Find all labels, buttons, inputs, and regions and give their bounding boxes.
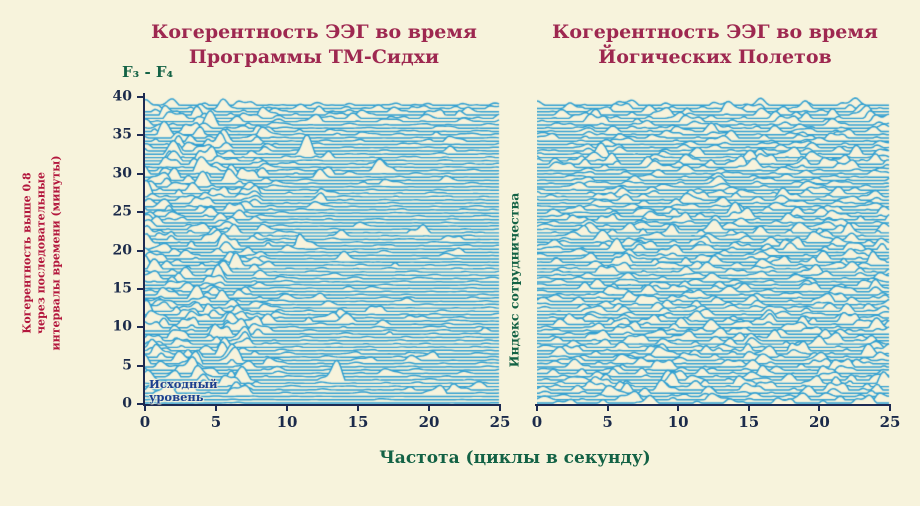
x-tick-mark [499, 404, 501, 411]
y-tick-mark [137, 364, 144, 367]
baseline-annotation-line1: Исходный [149, 376, 218, 391]
x-tick-label: 15 [347, 413, 369, 431]
x-tick-label: 0 [531, 413, 543, 431]
baseline-annotation-line2: уровень [149, 389, 204, 404]
left-panel-title-line2: Программы ТМ-Сидхи [188, 46, 440, 69]
left-plot-x-ticks: 0 5 10 15 20 25 [140, 404, 510, 434]
x-tick-mark [215, 404, 217, 411]
left-plot-area: 40 35 30 25 20 15 10 5 0 0 5 10 15 20 25 Исходный уро… [113, 89, 511, 431]
x-tick-mark [677, 404, 680, 411]
y-tick-mark [137, 403, 144, 405]
x-tick-mark [818, 404, 821, 411]
coherence-plot-right [537, 97, 890, 404]
x-tick-mark [428, 404, 430, 411]
left-panel-title: Когерентность ЭЭГ во время Программы ТМ-… [128, 20, 500, 70]
x-tick-label: 25 [489, 413, 511, 431]
x-tick-mark [889, 404, 891, 411]
right-panel-title: Когерентность ЭЭГ во время Йогических По… [525, 20, 905, 70]
x-axis-label: Частота (циклы в секунду) [379, 448, 651, 468]
right-panel-title-line2: Йогических Полетов [598, 46, 832, 69]
y-tick-mark [137, 172, 144, 175]
y-tick-label: 5 [122, 357, 132, 374]
y-tick-mark [137, 134, 144, 137]
x-tick-mark [747, 404, 750, 411]
x-tick-label: 25 [879, 413, 901, 431]
right-panel-side-label: Индекс сотрудничества [506, 192, 522, 368]
x-tick-label: 0 [139, 413, 151, 431]
y-tick-label: 15 [112, 280, 132, 297]
x-tick-mark [536, 404, 538, 411]
y-tick-label: 30 [112, 165, 132, 182]
x-tick-label: 10 [276, 413, 298, 431]
baseline-annotation: Исходный уровень [149, 376, 218, 404]
x-tick-mark [606, 404, 609, 411]
x-tick-label: 20 [808, 413, 830, 431]
y-tick-label: 25 [112, 203, 132, 220]
y-tick-label: 0 [122, 395, 132, 412]
left-plot-y-ticks: 40 35 30 25 20 15 10 5 0 [101, 89, 145, 412]
left-plot-y-axis [143, 93, 145, 406]
y-tick-label: 20 [112, 242, 132, 259]
x-tick-label: 20 [418, 413, 440, 431]
y-tick-label: 35 [112, 127, 132, 144]
right-panel-title-line1: Когерентность ЭЭГ во время [552, 21, 878, 43]
x-tick-label: 15 [738, 413, 760, 431]
left-panel-title-line1: Когерентность ЭЭГ во время [151, 21, 477, 43]
electrode-pair-label: F₃ - F₄ [122, 63, 174, 81]
x-tick-mark [144, 404, 146, 411]
y-tick-label: 40 [112, 88, 132, 105]
y-tick-mark [137, 96, 144, 98]
x-tick-label: 5 [210, 413, 222, 431]
right-plot-area: 0 5 10 15 20 25 [532, 97, 900, 431]
y-tick-mark [137, 287, 144, 290]
y-tick-mark [137, 211, 144, 214]
x-tick-mark [357, 404, 359, 411]
right-plot-x-ticks: 0 5 10 15 20 25 [532, 404, 900, 434]
coherence-plot-left [145, 97, 500, 404]
x-tick-label: 10 [667, 413, 689, 431]
x-tick-label: 5 [602, 413, 613, 431]
y-axis-label: Когерентность выше 0.8 через последовате… [20, 155, 63, 351]
right-plot-x-axis [535, 404, 890, 406]
y-tick-mark [137, 249, 144, 252]
y-tick-mark [137, 326, 144, 329]
left-plot-x-axis [143, 404, 500, 406]
x-tick-mark [286, 404, 288, 411]
y-tick-label: 10 [112, 318, 132, 335]
